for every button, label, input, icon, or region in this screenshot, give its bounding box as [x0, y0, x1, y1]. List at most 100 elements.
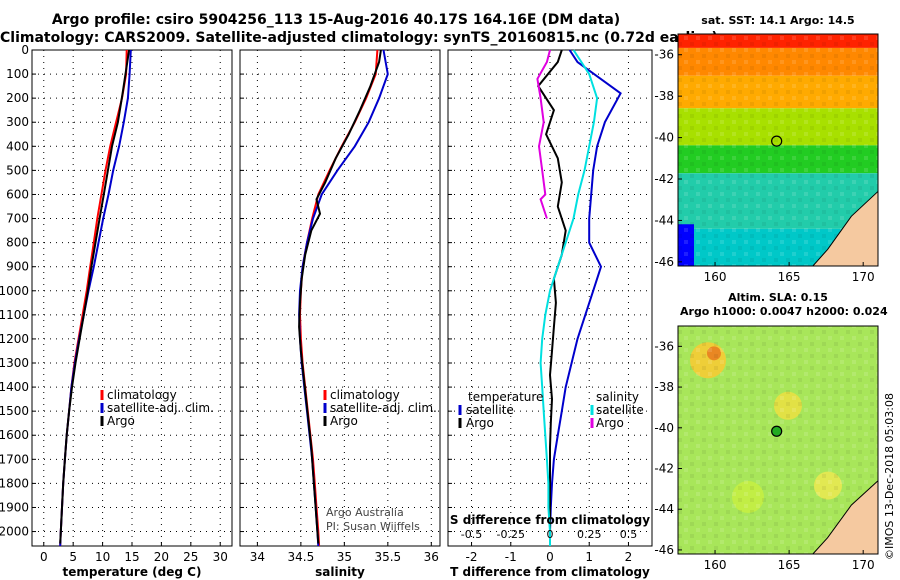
legend-label: climatology [330, 388, 400, 402]
y-tick-label: 300 [6, 115, 29, 129]
lat-tick-label: -44 [654, 213, 674, 227]
lat-tick-label: -46 [654, 543, 674, 557]
y-tick-label: 1100 [0, 308, 29, 322]
y-tick-label: 0 [21, 43, 29, 57]
lon-tick-label: 160 [704, 270, 727, 284]
lon-tick-label: 165 [778, 558, 801, 572]
x-tick-label: 5 [69, 550, 77, 564]
series-line-s-argo [536, 49, 551, 219]
map-frame [677, 33, 879, 267]
series-line-argo [298, 49, 382, 544]
lat-tick-label: -40 [654, 421, 674, 435]
x-tick-label: 20 [154, 550, 169, 564]
x-tick-label: -1 [505, 550, 517, 564]
y-tick-label: 1700 [0, 452, 29, 466]
plot-frame [31, 49, 233, 547]
y-tick-label: 1300 [0, 356, 29, 370]
x-tick-label: 35 [337, 550, 352, 564]
plot-frame [239, 49, 441, 547]
series-line-t-argo [536, 49, 567, 544]
lon-tick-label: 170 [852, 270, 875, 284]
y-tick-label: 1400 [0, 380, 29, 394]
x-tick-label: 1 [585, 550, 593, 564]
sst-map-title: sat. SST: 14.1 Argo: 14.5 [701, 14, 855, 27]
y-tick-label: 500 [6, 163, 29, 177]
lat-tick-label: -36 [654, 48, 674, 62]
lat-tick-label: -40 [654, 131, 674, 145]
x-tick-label: 30 [213, 550, 228, 564]
legend-label: satellite-adj. clim. [330, 401, 437, 415]
chart-title-line-1: Argo profile: csiro 5904256_113 15-Aug-2… [51, 12, 621, 28]
legend-label: satellite [596, 403, 644, 417]
y-tick-label: 400 [6, 139, 29, 153]
y-tick-label: 1800 [0, 476, 29, 490]
sst-map: 160 165 170 -36 -38 -40 -42 -44 -46 [654, 33, 879, 284]
x-tick-label: 34.5 [288, 550, 315, 564]
y-tick-label: 900 [6, 260, 29, 274]
x-axis-label: T difference from climatology [450, 565, 650, 579]
float-location-marker [771, 425, 783, 437]
x-tick-label: 36 [424, 550, 439, 564]
y-tick-label: 1900 [0, 500, 29, 514]
secondary-tick-label: -0.5 [461, 528, 482, 541]
y-tick-label: 2000 [0, 525, 29, 539]
y-tick-label: 600 [6, 187, 29, 201]
y-tick-label: 1000 [0, 284, 29, 298]
legend-label: salinity [596, 390, 639, 404]
imos-stamp: ©IMOS 13-Dec-2018 05:03:08 [883, 393, 896, 560]
legend-label: climatology [107, 388, 177, 402]
y-tick-label: 800 [6, 236, 29, 250]
lat-tick-label: -36 [654, 339, 674, 353]
y-tick-label: 1600 [0, 428, 29, 442]
credit-pi: PI: Susan Wijffels [326, 520, 420, 533]
legend-label: satellite [466, 403, 514, 417]
legend-label: Argo [596, 416, 624, 430]
series-line-t-satellite [549, 49, 622, 546]
profile-panel-2: 34 34.5 35 35.5 36 salinity climatologysatelli… [239, 49, 441, 579]
x-axis-label: temperature (deg C) [63, 565, 202, 579]
chart-title-line-2: Climatology: CARS2009. Satellite-adjuste… [0, 30, 718, 46]
sla-map-title-2: Argo h1000: 0.0047 h2000: 0.024 [680, 305, 888, 318]
lat-tick-label: -42 [654, 462, 674, 476]
sla-map: 160 165 170 -36 -38 -40 -42 -44 -46 [654, 325, 879, 572]
x-tick-label: 0 [546, 550, 554, 564]
y-tick-label: 1200 [0, 332, 29, 346]
series-line-argo [59, 49, 131, 544]
lon-tick-label: 160 [704, 558, 727, 572]
lat-tick-label: -44 [654, 502, 674, 516]
secondary-tick-label: -0.25 [497, 528, 525, 541]
secondary-axis-label: S difference from climatology [450, 513, 650, 527]
x-tick-label: 25 [183, 550, 198, 564]
x-tick-label: 34 [250, 550, 265, 564]
y-tick-label: 200 [6, 91, 29, 105]
float-location-marker [771, 135, 783, 147]
legend-label: Argo [466, 416, 494, 430]
lat-tick-label: -38 [654, 380, 674, 394]
x-tick-label: 0 [40, 550, 48, 564]
lat-tick-label: -46 [654, 255, 674, 269]
legend-label: temperature [468, 390, 543, 404]
x-tick-label: 10 [95, 550, 110, 564]
secondary-tick-label: 0 [547, 528, 554, 541]
x-tick-label: 35.5 [374, 550, 401, 564]
secondary-tick-label: 0.25 [577, 528, 602, 541]
y-tick-label: 1500 [0, 404, 29, 418]
y-tick-label: 700 [6, 212, 29, 226]
map-frame [677, 325, 879, 555]
y-tick-label: 100 [6, 67, 29, 81]
sla-map-title-1: Altim. SLA: 0.15 [728, 291, 828, 304]
legend-label: Argo [330, 414, 358, 428]
credit-argo-australia: Argo Australia [326, 506, 404, 519]
series-line-s-satellite [539, 49, 599, 546]
lon-tick-label: 165 [778, 270, 801, 284]
lon-tick-label: 170 [852, 558, 875, 572]
legend-label: Argo [107, 414, 135, 428]
legend-label: satellite-adj. clim. [107, 401, 214, 415]
profile-panel-3: -2 -1 0 1 2T difference from climatology temp… [447, 49, 653, 579]
x-tick-label: 15 [124, 550, 139, 564]
lat-tick-label: -38 [654, 89, 674, 103]
secondary-tick-label: 0.5 [620, 528, 638, 541]
x-axis-label: salinity [315, 565, 365, 579]
x-tick-label: -2 [466, 550, 478, 564]
